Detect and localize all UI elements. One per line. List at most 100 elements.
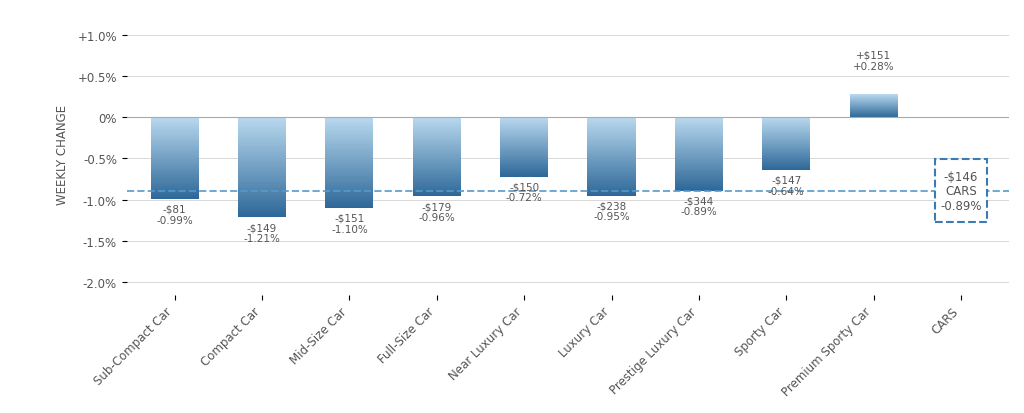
Bar [413, 154, 461, 155]
Bar [326, 151, 374, 152]
Bar [326, 163, 374, 164]
Bar [762, 125, 810, 126]
Bar [238, 197, 286, 199]
Bar [413, 172, 461, 173]
Bar [238, 215, 286, 216]
Bar [413, 157, 461, 159]
Bar [762, 135, 810, 136]
Bar [151, 122, 199, 123]
Bar [151, 198, 199, 199]
Bar [326, 192, 374, 194]
Bar [151, 142, 199, 143]
Bar [413, 174, 461, 175]
Bar [413, 193, 461, 194]
Bar [588, 188, 636, 189]
Bar [500, 121, 548, 122]
Bar [675, 140, 723, 141]
Bar [413, 162, 461, 164]
Bar [413, 188, 461, 189]
Bar [326, 155, 374, 157]
Bar [238, 169, 286, 170]
Bar [500, 136, 548, 137]
Bar [500, 140, 548, 141]
Bar [151, 143, 199, 145]
Bar [762, 157, 810, 158]
Bar [326, 201, 374, 202]
Bar [675, 174, 723, 175]
Bar [500, 147, 548, 148]
Bar [762, 147, 810, 148]
Bar [238, 184, 286, 185]
Bar [151, 118, 199, 119]
Bar [151, 190, 199, 191]
Bar [326, 183, 374, 184]
Bar [151, 179, 199, 180]
Bar [413, 165, 461, 166]
Bar [238, 206, 286, 208]
Bar [326, 149, 374, 150]
Bar [238, 174, 286, 175]
Bar [413, 155, 461, 157]
Bar [500, 146, 548, 147]
Bar [238, 194, 286, 195]
Bar [588, 159, 636, 160]
Bar [151, 131, 199, 132]
Text: -0.96%: -0.96% [419, 213, 455, 223]
Bar [151, 136, 199, 137]
Bar [413, 166, 461, 167]
Bar [675, 182, 723, 183]
Bar [588, 128, 636, 129]
Bar [762, 128, 810, 129]
Bar [588, 144, 636, 145]
Bar [151, 172, 199, 173]
Bar [151, 167, 199, 168]
Bar [588, 146, 636, 147]
Bar [151, 128, 199, 129]
Text: -0.64%: -0.64% [768, 186, 805, 196]
Bar [151, 163, 199, 164]
Bar [151, 186, 199, 187]
Bar [588, 173, 636, 175]
Bar [238, 153, 286, 154]
Bar [151, 157, 199, 158]
Text: -$149: -$149 [247, 223, 278, 233]
Bar [238, 122, 286, 123]
Bar [238, 159, 286, 160]
Bar [500, 131, 548, 132]
Bar [675, 139, 723, 140]
FancyBboxPatch shape [935, 160, 987, 223]
Bar [500, 162, 548, 163]
Bar [588, 138, 636, 140]
Bar [675, 162, 723, 163]
Bar [588, 192, 636, 193]
Bar [762, 143, 810, 144]
Bar [762, 131, 810, 132]
Bar [238, 214, 286, 215]
Bar [500, 174, 548, 175]
Bar [762, 142, 810, 143]
Bar [413, 129, 461, 130]
Bar [326, 137, 374, 138]
Bar [238, 132, 286, 133]
Bar [151, 132, 199, 133]
Bar [675, 145, 723, 146]
Bar [675, 121, 723, 123]
Bar [762, 133, 810, 134]
Bar [675, 183, 723, 184]
Bar [151, 134, 199, 135]
Bar [413, 145, 461, 147]
Bar [326, 143, 374, 144]
Bar [413, 180, 461, 181]
Bar [588, 183, 636, 184]
Bar [238, 168, 286, 169]
Bar [500, 163, 548, 164]
Bar [500, 124, 548, 125]
Bar [326, 150, 374, 151]
Bar [675, 161, 723, 162]
Bar [413, 196, 461, 197]
Bar [500, 173, 548, 174]
Bar [762, 170, 810, 171]
Bar [675, 125, 723, 126]
Bar [500, 159, 548, 160]
Bar [326, 178, 374, 179]
